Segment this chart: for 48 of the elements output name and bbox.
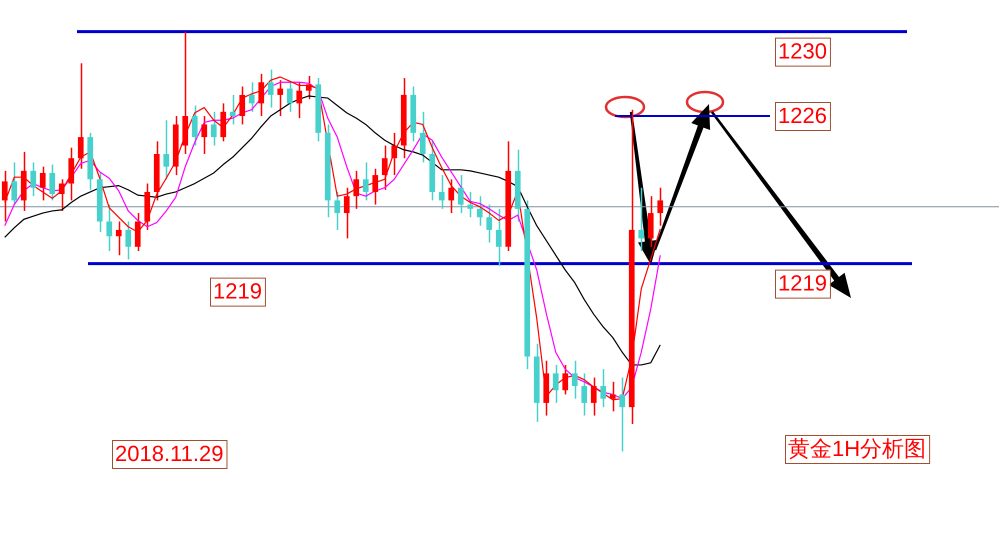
candlestick — [192, 104, 198, 146]
candlestick — [382, 144, 388, 191]
candlestick — [344, 186, 350, 240]
candlestick — [248, 82, 255, 113]
candlestick — [106, 204, 112, 252]
candlestick — [391, 132, 398, 176]
candlestick — [552, 364, 559, 404]
candlestick — [638, 186, 644, 252]
candlestick — [296, 82, 302, 119]
ref-line-label: 1230 — [778, 38, 827, 64]
candlestick — [496, 208, 502, 267]
candlestick — [210, 111, 217, 146]
annotation: 2018.11.29 — [115, 441, 224, 466]
candlestick — [268, 68, 274, 108]
candlestick — [11, 162, 18, 206]
candlestick — [277, 79, 284, 117]
candlestick — [58, 178, 65, 212]
candlestick — [581, 372, 588, 416]
candlestick — [334, 191, 340, 231]
candlestick — [467, 191, 474, 218]
candlestick — [619, 376, 626, 452]
candlestick — [572, 360, 578, 400]
annotation: 1219 — [213, 278, 262, 304]
text: 黄金1H分析图 — [788, 436, 926, 462]
candlestick — [201, 115, 208, 155]
candlestick — [657, 186, 664, 226]
ref-line-label: 1226 — [778, 103, 827, 128]
candlestick — [163, 119, 170, 180]
candlestick — [458, 174, 464, 214]
candlestick — [353, 170, 360, 210]
candlestick — [239, 86, 246, 126]
candlestick — [230, 94, 236, 126]
candlestick — [420, 111, 426, 164]
ref-line-label: 1219 — [778, 270, 827, 296]
candlestick — [125, 220, 132, 260]
candlestick — [476, 195, 483, 226]
candlestick — [49, 164, 56, 202]
candlestick — [600, 368, 606, 408]
candlestick — [30, 162, 36, 197]
candlestick — [362, 162, 369, 202]
candlestick — [562, 364, 568, 396]
candlestick — [448, 178, 454, 214]
candlestick — [372, 168, 378, 206]
candlestick — [286, 82, 293, 113]
candlestick — [438, 174, 445, 210]
candlestick — [40, 166, 46, 202]
candlestick — [116, 220, 122, 256]
candlestick — [486, 204, 492, 244]
